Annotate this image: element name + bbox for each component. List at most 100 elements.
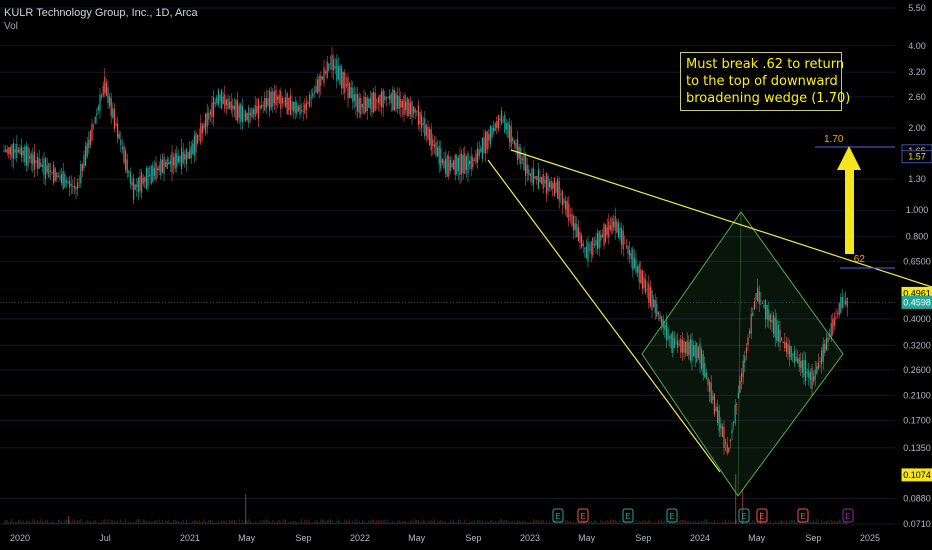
x-tick-label: Sep <box>465 533 481 543</box>
volume-bar <box>102 520 104 524</box>
candle-body <box>96 113 98 116</box>
volume-bar <box>789 520 791 524</box>
candle-body <box>201 125 203 134</box>
candle-body <box>582 243 584 246</box>
volume-bar <box>745 521 747 524</box>
candle-body <box>677 340 679 348</box>
volume-bar <box>27 521 29 524</box>
candle-body <box>648 283 650 303</box>
volume-spike <box>245 494 247 524</box>
volume-bar <box>485 521 487 524</box>
candle-body <box>235 99 237 120</box>
candle-body <box>705 372 707 379</box>
candle-body <box>190 146 192 159</box>
volume-bar <box>680 519 682 524</box>
volume-bar <box>224 520 226 524</box>
volume-bar <box>761 522 763 524</box>
volume-bar <box>216 522 218 524</box>
candle-body <box>779 329 781 343</box>
volume-bar <box>445 521 447 524</box>
candle-body <box>664 324 666 330</box>
volume-bar <box>797 521 799 524</box>
volume-bar <box>237 522 239 524</box>
candle-body <box>833 318 835 327</box>
volume-bar <box>406 522 408 524</box>
volume-bar <box>520 521 522 524</box>
candle-body <box>581 235 583 248</box>
candle-body <box>841 297 843 308</box>
candle-body <box>630 252 632 260</box>
candle-body <box>240 104 242 122</box>
volume-bar <box>304 519 306 524</box>
candle-body <box>494 123 496 131</box>
volume-bar <box>443 521 445 524</box>
candle-body <box>661 316 663 324</box>
volume-bar <box>667 522 669 524</box>
candle-body <box>496 121 498 129</box>
candle-body <box>291 101 293 111</box>
candle-body <box>528 169 530 175</box>
volume-bar <box>766 519 768 524</box>
volume-bar <box>302 522 304 524</box>
candle-body <box>542 174 544 189</box>
volume-bar <box>457 519 459 524</box>
volume-bar <box>30 522 32 524</box>
candle-body <box>461 154 463 175</box>
candle-body <box>673 337 675 349</box>
candle-body <box>45 158 47 179</box>
candle-body <box>227 98 229 110</box>
volume-bar <box>368 520 370 524</box>
candle-body <box>131 181 133 186</box>
volume-bar <box>709 522 711 524</box>
volume-bar <box>435 522 437 524</box>
annotation-note[interactable]: Must break .62 to return to the top of d… <box>680 52 850 111</box>
candle-body <box>523 155 525 171</box>
candle-body <box>197 134 199 144</box>
candle-body <box>163 157 165 174</box>
candle-body <box>257 98 259 120</box>
candle-body <box>187 152 189 159</box>
candle-body <box>33 151 35 170</box>
candle-body <box>145 168 147 190</box>
volume-bar <box>321 519 323 524</box>
volume-bar <box>56 522 58 524</box>
candle-body <box>389 95 391 100</box>
candle-body <box>88 139 90 149</box>
candle-body <box>781 338 783 341</box>
candle-body <box>221 90 223 109</box>
candle-body <box>179 156 181 162</box>
grid-lines <box>0 7 895 525</box>
volume-bar <box>337 519 339 524</box>
volume-bar <box>518 521 520 524</box>
annotation-line-2: to the top of downward <box>686 74 838 89</box>
volume-bar <box>373 519 375 524</box>
price-badge-bg <box>901 150 932 164</box>
candle-body <box>317 79 319 94</box>
volume-bar <box>142 519 144 524</box>
volume-spike <box>735 474 737 524</box>
volume-bar <box>349 519 351 524</box>
candle-body <box>173 157 175 166</box>
earnings-marker-box <box>842 508 854 523</box>
volume-bar <box>749 521 751 524</box>
candle-body <box>832 319 834 335</box>
candle-body <box>21 146 23 158</box>
volume-bar <box>153 520 155 524</box>
volume-indicator-label[interactable]: Vol <box>4 21 18 32</box>
candle-body <box>801 359 803 374</box>
volume-bar <box>790 520 792 524</box>
volume-bar <box>168 519 170 524</box>
candle-body <box>505 123 507 130</box>
symbol-title[interactable]: KULR Technology Group, Inc., 1D, Arca <box>4 7 198 19</box>
volume-bar <box>710 522 712 524</box>
volume-bar <box>517 520 519 524</box>
x-tick-label: Jul <box>99 533 111 543</box>
volume-bar <box>814 521 816 524</box>
volume-bar <box>409 520 411 524</box>
volume-bar <box>830 519 832 524</box>
volume-bar <box>845 521 847 524</box>
volume-bar <box>171 522 173 524</box>
volume-bar <box>595 521 597 524</box>
candle-body <box>67 182 69 184</box>
